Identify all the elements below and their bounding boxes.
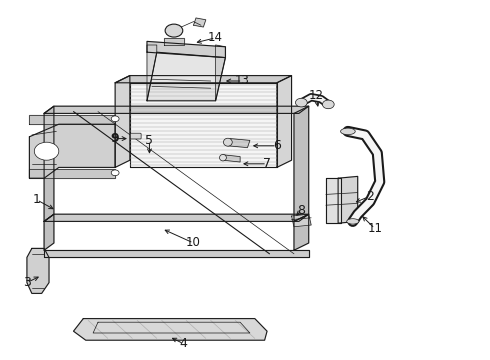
Polygon shape [29,115,115,124]
Polygon shape [223,155,240,162]
Text: 14: 14 [208,31,223,44]
Polygon shape [147,52,225,101]
Polygon shape [292,214,311,227]
Polygon shape [147,41,225,58]
Polygon shape [44,214,309,221]
Ellipse shape [346,219,359,224]
Polygon shape [115,76,130,167]
Ellipse shape [341,128,355,135]
Circle shape [165,24,183,37]
FancyBboxPatch shape [130,133,141,139]
Polygon shape [294,214,309,250]
Polygon shape [29,169,115,178]
Circle shape [34,142,59,160]
Circle shape [111,116,119,122]
Text: 10: 10 [186,237,201,249]
Polygon shape [194,18,206,27]
Ellipse shape [220,154,226,161]
Circle shape [322,100,334,109]
Polygon shape [164,38,184,45]
Text: 12: 12 [309,89,323,102]
Polygon shape [147,45,157,101]
Text: 8: 8 [297,204,305,217]
Text: 2: 2 [366,190,374,203]
Polygon shape [216,45,225,101]
Polygon shape [338,176,358,223]
Text: 6: 6 [273,139,281,152]
Polygon shape [74,319,267,340]
Polygon shape [130,83,277,167]
Text: 5: 5 [146,134,153,147]
Polygon shape [27,248,49,293]
Circle shape [111,170,119,176]
Text: 7: 7 [263,157,271,170]
Text: 13: 13 [235,75,250,87]
Text: 4: 4 [180,337,188,350]
Ellipse shape [223,138,232,146]
Polygon shape [277,76,292,167]
Circle shape [295,98,307,107]
Text: 3: 3 [23,276,31,289]
Text: 11: 11 [368,222,382,235]
Text: 1: 1 [33,193,41,206]
Text: 9: 9 [111,132,120,145]
Polygon shape [326,178,341,223]
Polygon shape [44,106,309,113]
Polygon shape [44,214,54,250]
Polygon shape [228,139,250,148]
Polygon shape [115,76,292,83]
Polygon shape [29,124,115,178]
Polygon shape [294,106,309,221]
Polygon shape [44,250,309,257]
Polygon shape [44,106,54,221]
